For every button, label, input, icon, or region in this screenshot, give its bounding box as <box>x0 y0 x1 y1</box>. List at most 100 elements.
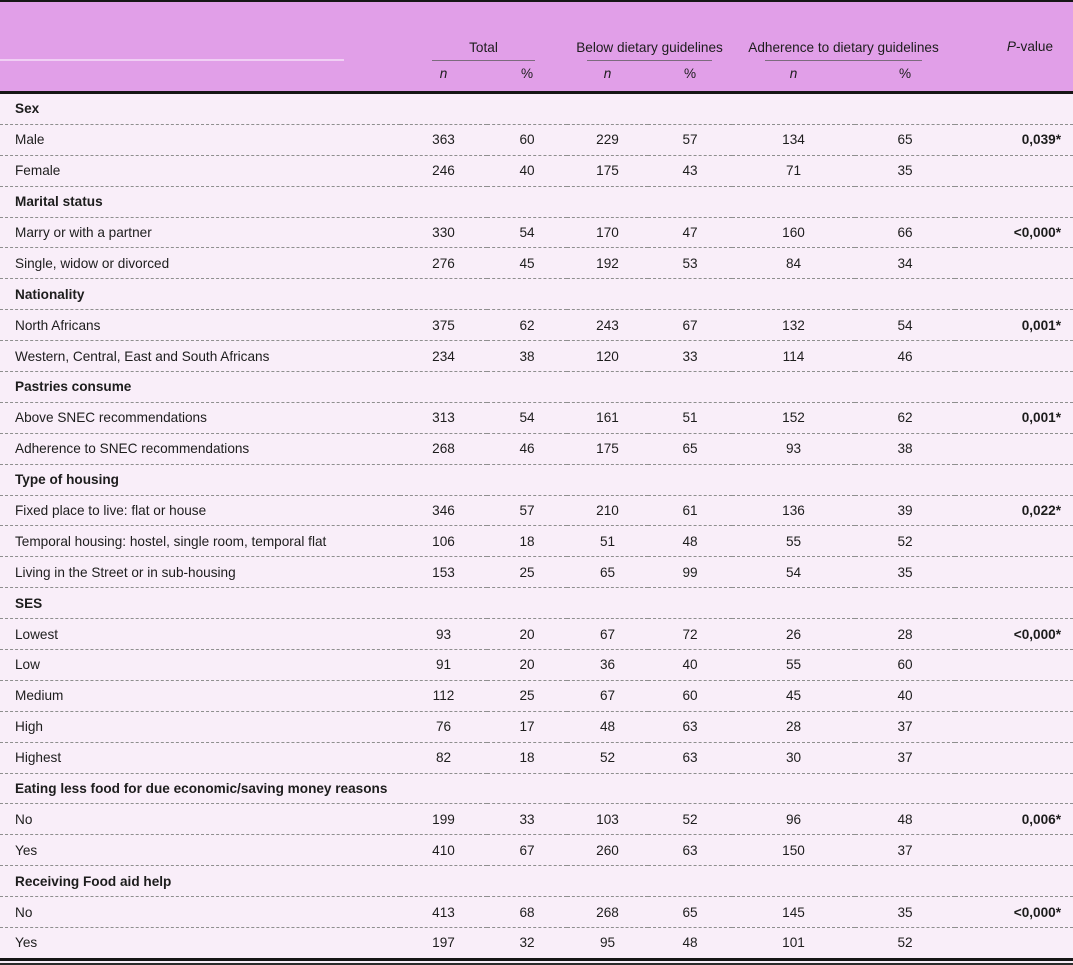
cell-below-pct: 48 <box>648 525 733 557</box>
cell-adh-pct: 35 <box>855 896 956 928</box>
column-header-pvalue: P-value <box>955 1 1073 63</box>
cell-total-n: 106 <box>400 525 487 557</box>
cell-adh-n: 93 <box>732 432 856 465</box>
cell-adh-pct: 37 <box>855 741 956 774</box>
table-row: Lowest 93 20 67 72 26 28 <0,000* <box>0 618 1073 650</box>
cell-below-n: 36 <box>567 649 648 681</box>
cell-total-pct: 20 <box>487 649 567 681</box>
cell-below-pct: 61 <box>648 494 733 526</box>
row-label: Adherence to SNEC recommendations <box>0 432 400 465</box>
column-group-label: Total <box>469 40 498 56</box>
table-row: Western, Central, East and South African… <box>0 340 1073 372</box>
table-row: Medium 112 25 67 60 45 40 <box>0 679 1073 712</box>
cell-adh-n: 114 <box>732 340 856 372</box>
cell-total-n: 91 <box>400 649 487 681</box>
column-group-adherence-guidelines: Adherence to dietary guidelines <box>732 1 956 63</box>
cell-below-n: 161 <box>567 401 648 434</box>
cell-below-n: 48 <box>567 710 648 743</box>
cell-p <box>955 679 1073 712</box>
table-row: Marry or with a partner 330 54 170 47 160 66 <0… <box>0 216 1073 248</box>
table-row: Female 246 40 175 43 71 35 <box>0 154 1073 187</box>
table-row: Yes 197 32 95 48 101 52 <box>0 927 1073 958</box>
cell-total-n: 375 <box>400 309 487 341</box>
cell-adh-n: 150 <box>732 834 856 866</box>
subheader-adherence-pct: % <box>855 63 956 94</box>
cell-adh-pct: 40 <box>855 679 956 712</box>
section-header-row: Type of housing <box>0 463 1073 496</box>
cell-adh-pct: 54 <box>855 309 956 341</box>
cell-below-pct: 65 <box>648 432 733 465</box>
cell-total-pct: 32 <box>487 927 567 958</box>
cell-below-pct: 60 <box>648 679 733 712</box>
cell-below-n: 229 <box>567 123 648 156</box>
cell-adh-pct: 37 <box>855 834 956 866</box>
column-group-below-guidelines: Below dietary guidelines <box>567 1 733 63</box>
section-header-row: SES <box>0 587 1073 619</box>
cell-below-n: 52 <box>567 741 648 774</box>
cell-adh-pct: 39 <box>855 494 956 526</box>
stub-header-rule <box>0 59 344 61</box>
cell-below-n: 210 <box>567 494 648 526</box>
column-group-label: Adherence to dietary guidelines <box>748 40 939 56</box>
pvalue-italic-p: P <box>1006 39 1016 54</box>
cell-below-n: 175 <box>567 432 648 465</box>
cell-adh-n: 96 <box>732 803 856 835</box>
cell-adh-pct: 62 <box>855 401 956 434</box>
row-label: Above SNEC recommendations <box>0 401 400 434</box>
cell-below-pct: 43 <box>648 154 733 187</box>
row-label: Western, Central, East and South African… <box>0 340 400 372</box>
cell-below-pct: 63 <box>648 710 733 743</box>
cell-total-n: 276 <box>400 247 487 279</box>
row-label: High <box>0 710 400 743</box>
section-header-row: Eating less food for due economic/saving… <box>0 772 1073 804</box>
cell-total-n: 76 <box>400 710 487 743</box>
cell-below-pct: 67 <box>648 309 733 341</box>
cell-adh-n: 26 <box>732 618 856 650</box>
cell-p: 0,001* <box>955 309 1073 341</box>
cell-below-n: 51 <box>567 525 648 557</box>
cell-adh-n: 132 <box>732 309 856 341</box>
cell-adh-n: 152 <box>732 401 856 434</box>
cell-total-pct: 67 <box>487 834 567 866</box>
cell-below-pct: 53 <box>648 247 733 279</box>
row-label: Living in the Street or in sub-housing <box>0 556 400 588</box>
section-title: Pastries consume <box>0 371 1073 403</box>
cell-p <box>955 154 1073 187</box>
cell-adh-n: 28 <box>732 710 856 743</box>
column-group-total: Total <box>400 1 567 63</box>
cell-below-pct: 48 <box>648 927 733 958</box>
cell-adh-n: 55 <box>732 649 856 681</box>
cell-total-n: 82 <box>400 741 487 774</box>
cell-total-n: 234 <box>400 340 487 372</box>
cell-below-n: 120 <box>567 340 648 372</box>
cell-total-n: 112 <box>400 679 487 712</box>
table-row: North Africans 375 62 243 67 132 54 0,001* <box>0 309 1073 341</box>
cell-p: 0,001* <box>955 401 1073 434</box>
cell-adh-pct: 48 <box>855 803 956 835</box>
pvalue-rest: -value <box>1016 39 1054 54</box>
row-label: Male <box>0 123 400 156</box>
cell-adh-n: 71 <box>732 154 856 187</box>
cell-below-n: 65 <box>567 556 648 588</box>
cell-below-pct: 52 <box>648 803 733 835</box>
cell-below-n: 67 <box>567 679 648 712</box>
cell-p: 0,006* <box>955 803 1073 835</box>
cell-total-pct: 68 <box>487 896 567 928</box>
cell-adh-n: 45 <box>732 679 856 712</box>
cell-total-pct: 18 <box>487 741 567 774</box>
cell-below-pct: 51 <box>648 401 733 434</box>
cell-total-n: 246 <box>400 154 487 187</box>
section-header-row: Receiving Food aid help <box>0 865 1073 897</box>
cell-adh-n: 145 <box>732 896 856 928</box>
table-row: Highest 82 18 52 63 30 37 <box>0 741 1073 774</box>
row-label: Female <box>0 154 400 187</box>
cell-total-pct: 25 <box>487 556 567 588</box>
section-title: Sex <box>0 92 1073 125</box>
cell-below-n: 103 <box>567 803 648 835</box>
cell-adh-n: 84 <box>732 247 856 279</box>
cell-adh-n: 136 <box>732 494 856 526</box>
table-header: Total Below dietary guidelines Adherence… <box>0 1 1073 94</box>
row-label: Single, widow or divorced <box>0 247 400 279</box>
cell-total-n: 93 <box>400 618 487 650</box>
cell-below-n: 67 <box>567 618 648 650</box>
